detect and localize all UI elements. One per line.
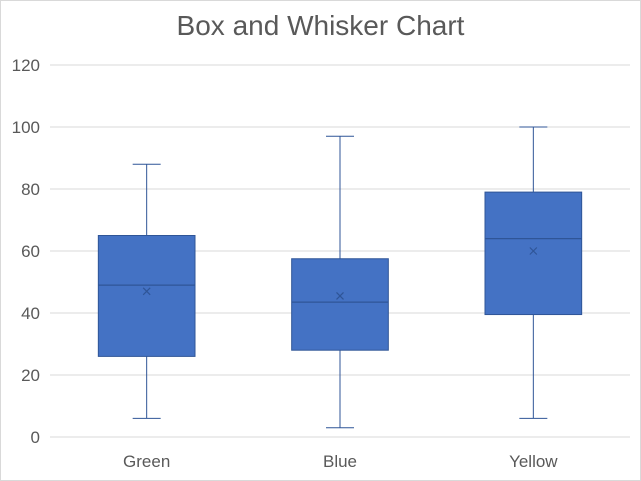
y-tick-label: 20 [21, 366, 40, 385]
y-tick-label: 0 [31, 428, 40, 447]
x-category-label: Blue [323, 452, 357, 471]
iqr-box [291, 258, 389, 351]
mean-marker [336, 292, 344, 300]
y-axis-ticks: 0 20 40 60 80 100 120 [12, 56, 40, 447]
y-tick-label: 120 [12, 56, 40, 75]
mean-marker [142, 287, 151, 296]
x-category-label: Yellow [509, 452, 558, 471]
mean-marker [529, 247, 538, 255]
box-yellow [484, 126, 583, 419]
y-tick-label: 80 [21, 180, 40, 199]
y-tick-label: 100 [12, 118, 40, 137]
iqr-box [97, 235, 196, 357]
iqr-box [484, 191, 583, 316]
box-green [97, 163, 196, 419]
x-axis-categories: Green Blue Yellow [123, 452, 558, 471]
box-blue [291, 135, 389, 429]
y-tick-label: 40 [21, 304, 40, 323]
chart-title: Box and Whisker Chart [176, 10, 465, 41]
y-tick-label: 60 [21, 242, 40, 261]
boxes [97, 126, 583, 429]
x-category-label: Green [123, 452, 170, 471]
